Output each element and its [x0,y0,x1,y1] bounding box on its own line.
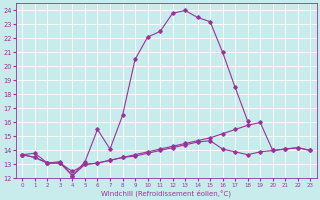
X-axis label: Windchill (Refroidissement éolien,°C): Windchill (Refroidissement éolien,°C) [101,189,231,197]
